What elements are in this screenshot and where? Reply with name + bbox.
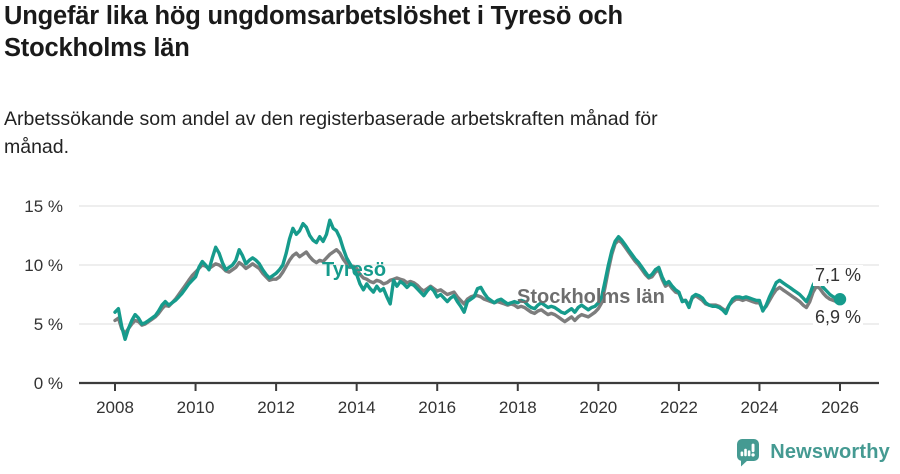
- x-tick-label: 2024: [741, 398, 779, 417]
- tyreso-line: [113, 218, 842, 342]
- newsworthy-logo-icon: [737, 439, 760, 467]
- x-tick-label: 2020: [579, 398, 617, 417]
- newsworthy-branding: Newsworthy: [736, 438, 890, 467]
- series-label-stockholms-lan: Stockholms län: [517, 286, 665, 308]
- y-tick-label: 5 %: [34, 315, 63, 334]
- x-tick-label: 2012: [257, 398, 295, 417]
- y-tick-label: 0 %: [34, 374, 63, 393]
- x-tick-label: 2016: [418, 398, 456, 417]
- newsworthy-brand-name: Newsworthy: [770, 441, 890, 463]
- logo-bar-3: [747, 450, 751, 457]
- logo-exclamation-bar: [751, 443, 755, 453]
- x-tick-label: 2022: [660, 398, 698, 417]
- logo-bubble-tail: [741, 459, 750, 467]
- latest-value-label-stockholms-lan: 6,9 %: [812, 307, 863, 328]
- x-tick-label: 2014: [338, 398, 376, 417]
- x-tick-label: 2008: [96, 398, 134, 417]
- series-label-tyreso: Tyresö: [322, 259, 387, 281]
- latest-point-marker: [833, 293, 847, 306]
- page-subtitle: Arbetssökande som andel av den registerb…: [4, 108, 658, 158]
- latest-value-label-tyreso: 7,1 %: [812, 265, 863, 286]
- logo-bubble: [737, 439, 760, 461]
- x-tick-label: 2026: [821, 398, 859, 417]
- y-tick-label: 10 %: [24, 256, 63, 275]
- x-tick-label: 2010: [177, 398, 215, 417]
- logo-bar-2: [744, 448, 747, 457]
- y-tick-label: 15 %: [24, 197, 63, 216]
- page-title: Ungefär lika hög ungdomsarbetslöshet i T…: [4, 2, 623, 63]
- unemployment-line-chart: 0 % 5 % 10 % 15 % 2008 2010 2012 2014 2016 2018 20…: [24, 197, 879, 417]
- logo-bar-1: [740, 451, 744, 457]
- x-tick-label: 2018: [499, 398, 537, 417]
- logo-exclamation-dot: [751, 453, 755, 457]
